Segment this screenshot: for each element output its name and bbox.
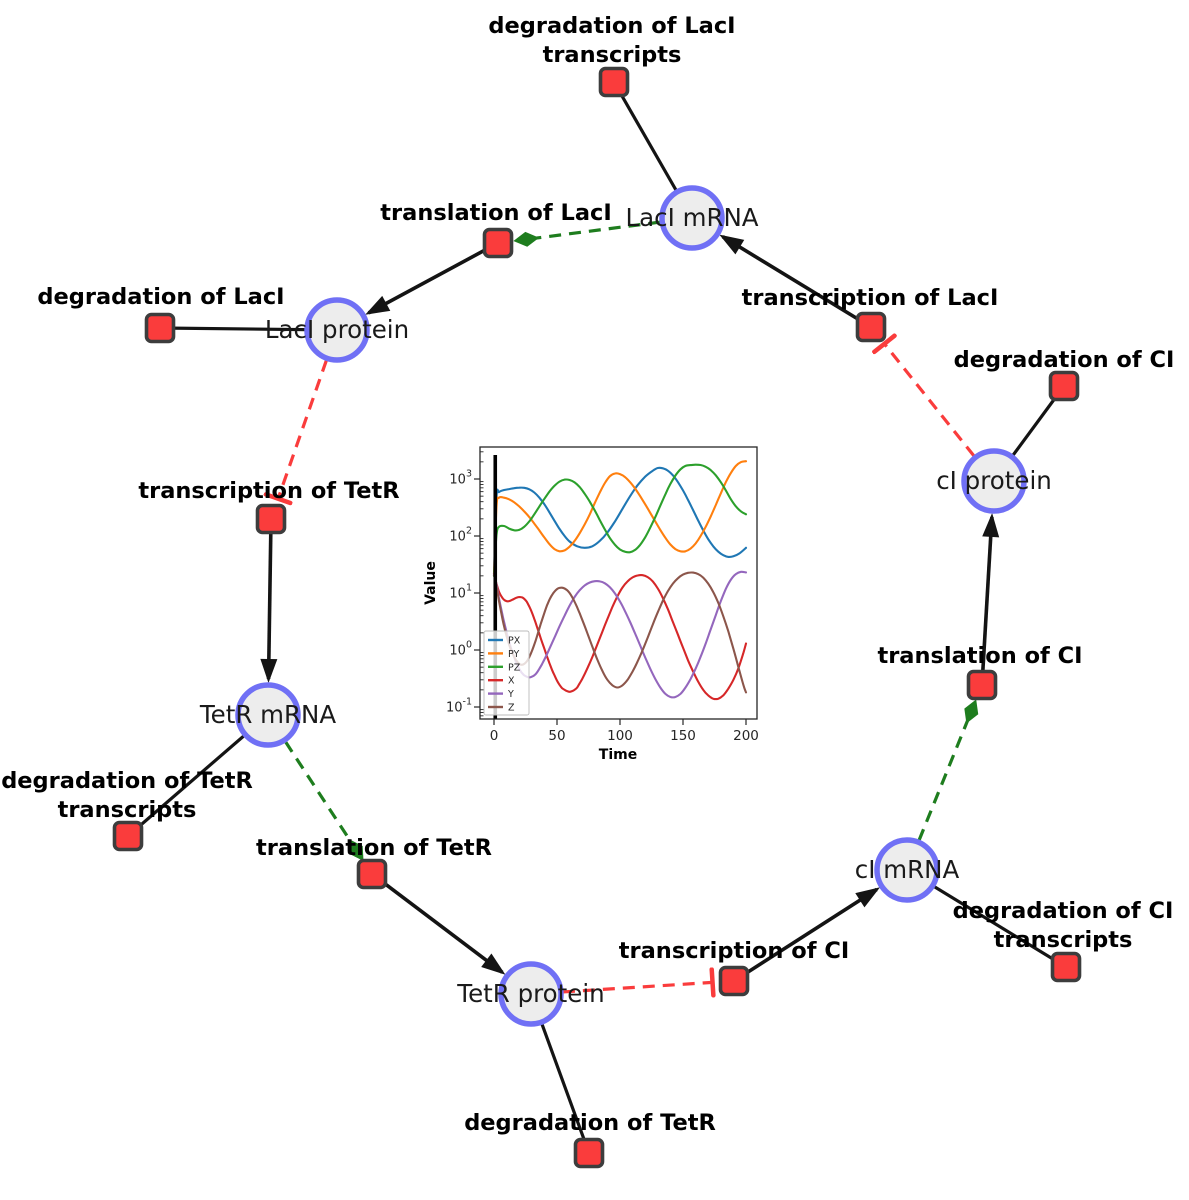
legend-label-X: X xyxy=(508,676,515,687)
edge-inhibition-tetr-protein-to-transc-ci xyxy=(562,982,713,992)
reaction-label-transl-laci: translation of LacI xyxy=(380,200,611,226)
edge-inhibition-laci-protein-to-transc-tetr xyxy=(278,359,328,498)
y-tick-label: 10-1 xyxy=(446,697,472,716)
reaction-label-deg-tetr-tx: degradation of TetR transcripts xyxy=(1,768,253,823)
chart-series-PZ xyxy=(492,463,748,577)
legend-label-PZ: PZ xyxy=(508,662,521,673)
reaction-node-deg-ci-tx xyxy=(1050,951,1082,983)
x-tick-label: 200 xyxy=(733,728,759,744)
edge-production-transl-laci-to-laci-protein xyxy=(365,241,499,315)
species-label-tetr-protein: TetR protein xyxy=(456,979,604,1008)
x-tick-label: 150 xyxy=(670,728,696,744)
species-node-tetr-mrna xyxy=(235,682,301,748)
reaction-label-transc-tetr: transcription of TetR xyxy=(138,478,399,504)
reaction-node-transl-tetr xyxy=(356,858,388,890)
labels-layer: degradation of LacI transcripts translatio… xyxy=(1,13,1174,1136)
reaction-node-transc-tetr xyxy=(255,503,287,535)
species-label-ci-mrna: cI mRNA xyxy=(855,855,960,884)
reaction-node-deg-ci xyxy=(1048,370,1080,402)
reaction-label-transl-tetr: translation of TetR xyxy=(256,835,492,861)
species-node-tetr-protein xyxy=(498,961,564,1027)
reaction-label-deg-tetr: degradation of TetR xyxy=(464,1110,716,1136)
edge-production-transl-ci-to-ci-protein xyxy=(980,512,1000,686)
legend-label-Y: Y xyxy=(507,689,514,700)
chart-series-PX xyxy=(492,466,748,577)
x-axis-title: Time xyxy=(599,747,637,763)
species-label-tetr-mrna: TetR mRNA xyxy=(199,700,337,729)
edge-modifier-laci-mrna-to-transl-laci xyxy=(513,220,661,247)
edge-production-transc-ci-to-ci-mrna xyxy=(733,887,881,983)
y-tick-label: 103 xyxy=(449,469,472,488)
species-label-laci-mrna: LacI mRNA xyxy=(625,203,758,232)
chart-legend: PX PY PZ XYZ xyxy=(483,630,530,716)
nodes-layer xyxy=(112,66,1082,1169)
reaction-node-transc-laci xyxy=(855,311,887,343)
y-tick-label: 101 xyxy=(449,583,472,602)
reaction-label-transc-ci: transcription of CI xyxy=(619,938,849,964)
legend-box xyxy=(483,630,530,716)
chart-series-X xyxy=(492,572,748,701)
edge-production-transc-laci-to-laci-mrna xyxy=(719,234,872,329)
reaction-node-transc-ci xyxy=(718,965,750,997)
legend-label-PY: PY xyxy=(508,649,520,660)
inset-simulation-chart: 10-1 100 101 102 103 0 50 100 150 200 PX PY PZ XYZ Tim… xyxy=(423,446,759,763)
reaction-node-transl-laci xyxy=(482,227,514,259)
y-axis-title: Value xyxy=(423,561,439,605)
edge-modifier-tetr-mrna-to-transl-tetr xyxy=(284,740,364,862)
x-tick-label: 0 xyxy=(490,728,499,744)
edge-inhibition-ci-protein-to-transc-laci xyxy=(884,344,976,457)
edge-modifier-ci-mrna-to-transl-ci xyxy=(917,699,979,841)
species-node-ci-mrna xyxy=(874,837,940,903)
reaction-node-deg-tetr xyxy=(573,1137,605,1169)
legend-label-PX: PX xyxy=(508,636,521,647)
reaction-label-deg-laci: degradation of LacI xyxy=(37,284,284,310)
species-node-laci-mrna xyxy=(659,185,725,251)
edge-production-transc-tetr-to-tetr-mrna xyxy=(260,518,278,684)
reaction-label-transc-laci: transcription of LacI xyxy=(742,285,999,311)
y-tick-label: 102 xyxy=(449,526,472,545)
reaction-node-deg-laci xyxy=(144,312,176,344)
reaction-label-deg-laci-tx: degradation of LacI transcripts xyxy=(488,13,735,68)
species-label-ci-protein: cI protein xyxy=(936,466,1052,495)
reaction-node-deg-tetr-tx xyxy=(112,820,144,852)
edge-production-transl-tetr-to-tetr-protein xyxy=(370,872,506,975)
y-tick-label: 100 xyxy=(449,640,472,659)
species-label-laci-protein: LacI protein xyxy=(265,315,409,344)
reaction-node-deg-laci-tx xyxy=(598,66,630,98)
reaction-node-transl-ci xyxy=(966,669,998,701)
x-tick-label: 50 xyxy=(548,728,565,744)
legend-label-Z: Z xyxy=(508,703,515,714)
x-tick-label: 100 xyxy=(607,728,633,744)
reaction-label-deg-ci: degradation of CI xyxy=(954,347,1175,373)
species-node-ci-protein xyxy=(961,448,1027,514)
species-node-laci-protein xyxy=(304,297,370,363)
reaction-label-deg-ci-tx: degradation of CI transcripts xyxy=(953,898,1174,953)
reaction-label-transl-ci: translation of CI xyxy=(877,643,1082,669)
